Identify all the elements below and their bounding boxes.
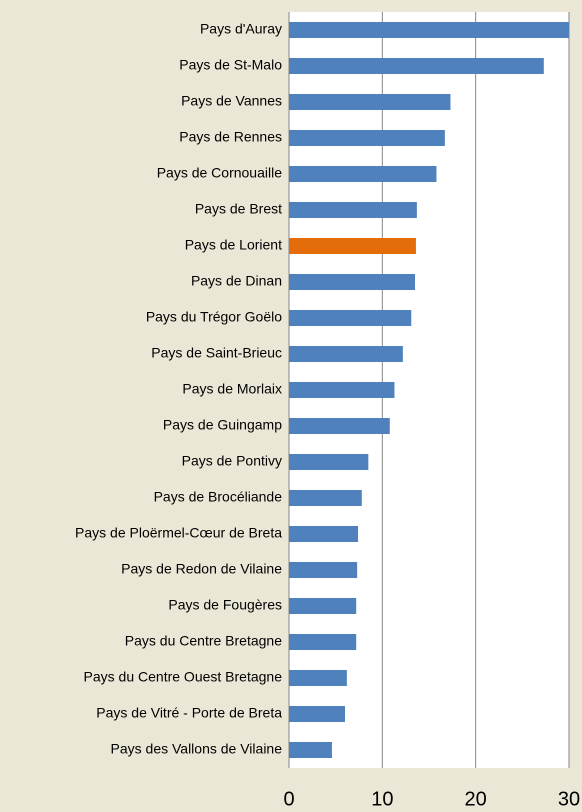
y-tick-label: Pays du Centre Bretagne bbox=[125, 633, 282, 649]
y-tick-label: Pays de Fougères bbox=[168, 597, 282, 613]
y-tick-label: Pays de Morlaix bbox=[182, 381, 282, 397]
x-tick-label: 0 bbox=[283, 788, 294, 810]
bar bbox=[289, 742, 332, 758]
bar bbox=[289, 382, 395, 398]
bar bbox=[289, 166, 437, 182]
y-tick-label: Pays des Vallons de Vilaine bbox=[111, 741, 283, 757]
x-tick-label: 20 bbox=[465, 788, 487, 810]
bar bbox=[289, 634, 357, 650]
bar bbox=[289, 490, 362, 506]
bar bbox=[289, 58, 544, 74]
y-tick-label: Pays de Dinan bbox=[191, 273, 282, 289]
bar bbox=[289, 706, 345, 722]
y-tick-label: Pays de Cornouaille bbox=[157, 165, 283, 181]
bar bbox=[289, 310, 412, 326]
y-tick-label: Pays de Vitré - Porte de Breta bbox=[96, 705, 282, 721]
x-tick-label: 10 bbox=[371, 788, 393, 810]
bar bbox=[289, 418, 390, 434]
bar bbox=[289, 346, 403, 362]
y-tick-label: Pays de Brocéliande bbox=[154, 489, 283, 505]
y-tick-label: Pays du Trégor Goëlo bbox=[146, 309, 282, 325]
bar bbox=[289, 454, 369, 470]
bar bbox=[289, 562, 358, 578]
y-tick-label: Pays de Guingamp bbox=[163, 417, 282, 433]
bar bbox=[289, 130, 445, 146]
bar bbox=[289, 670, 347, 686]
bar bbox=[289, 526, 359, 542]
y-tick-label: Pays de Lorient bbox=[185, 237, 282, 253]
y-tick-label: Pays du Centre Ouest Bretagne bbox=[84, 669, 283, 685]
y-tick-label: Pays de Pontivy bbox=[182, 453, 282, 469]
y-tick-label: Pays de Vannes bbox=[181, 93, 282, 109]
y-tick-label: Pays de Ploërmel-Cœur de Breta bbox=[75, 525, 282, 541]
y-tick-label: Pays de Brest bbox=[195, 201, 282, 217]
y-tick-label: Pays de Rennes bbox=[179, 129, 282, 145]
y-tick-label: Pays de St-Malo bbox=[179, 57, 282, 73]
bar bbox=[289, 598, 357, 614]
bar bbox=[289, 238, 416, 254]
bar bbox=[289, 202, 417, 218]
y-tick-label: Pays de Redon de Vilaine bbox=[121, 561, 282, 577]
bar bbox=[289, 94, 451, 110]
x-tick-label: 30 bbox=[558, 788, 580, 810]
bar bbox=[289, 22, 569, 38]
bar bbox=[289, 274, 415, 290]
y-tick-label: Pays de Saint-Brieuc bbox=[151, 345, 282, 361]
y-tick-label: Pays d'Auray bbox=[200, 21, 282, 37]
